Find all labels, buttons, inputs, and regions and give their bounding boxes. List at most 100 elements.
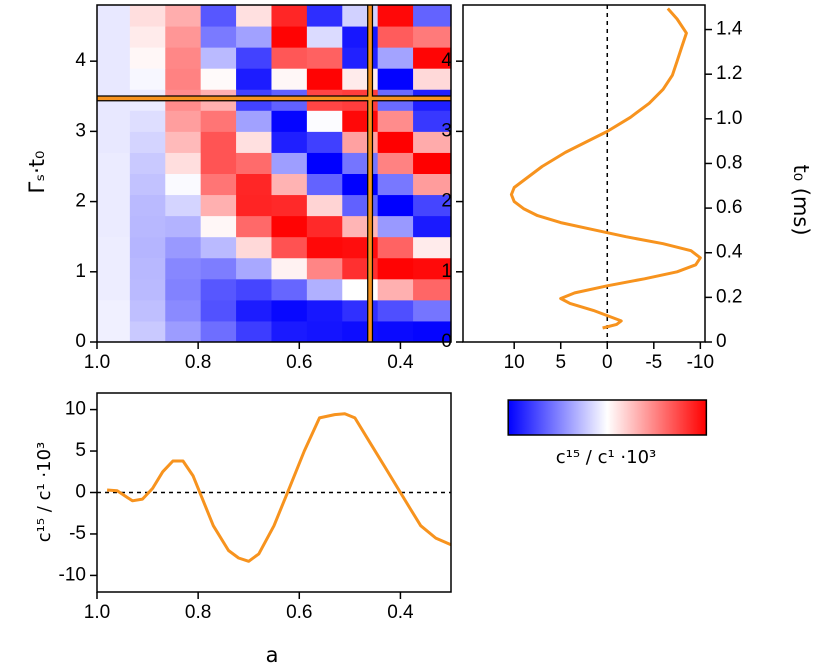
heatmap-cell <box>129 194 166 217</box>
heatmap-cell <box>129 278 166 301</box>
heatmap-cell <box>129 68 166 90</box>
heatmap-cell <box>413 68 452 90</box>
heatmap-cell <box>200 194 237 217</box>
x-tick-label: 0.6 <box>286 602 312 623</box>
heatmap-cell <box>271 110 308 132</box>
heatmap-cell <box>129 5 166 27</box>
heatmap-cell <box>97 215 131 238</box>
y-tick-label: 5 <box>75 440 86 461</box>
heatmap-cell <box>129 131 166 153</box>
heatmap-cell <box>129 110 166 132</box>
y-tick-label: 0.4 <box>716 242 743 263</box>
heatmap-cell <box>200 47 237 69</box>
x-tick-label: 0.8 <box>185 602 211 623</box>
y-tick-label: 0 <box>441 331 452 352</box>
heatmap-cell <box>271 194 308 217</box>
y-tick-label: 1.2 <box>716 63 742 84</box>
heatmap-cell <box>271 299 308 322</box>
heatmap-cell <box>377 278 414 301</box>
heatmap-cell <box>236 173 272 196</box>
y-tick-label: 2 <box>75 191 86 212</box>
heatmap-cell <box>200 278 237 301</box>
heatmap-cell <box>165 131 202 153</box>
x-tick-label: 0.6 <box>286 352 312 373</box>
heatmap-cell <box>165 299 202 322</box>
plot-frame <box>96 4 452 343</box>
heatmap-cell <box>129 320 166 343</box>
data-line <box>509 7 702 330</box>
heatmap-cell <box>97 152 131 174</box>
x-tick-label: 0.8 <box>185 352 211 373</box>
heatmap-cell <box>271 257 308 280</box>
x-tick-label: 0.4 <box>387 602 414 623</box>
heatmap-cell <box>306 5 343 27</box>
heatmap-cell <box>413 110 452 132</box>
heatmap-cell <box>200 215 237 238</box>
heatmap-cell <box>413 26 452 48</box>
heatmap-cell <box>413 257 452 280</box>
heatmap-cell <box>97 131 131 153</box>
heatmap-cell <box>377 131 414 153</box>
heatmap-cell <box>200 68 237 90</box>
heatmap-cell <box>377 194 414 217</box>
heatmap-cell <box>306 320 343 343</box>
x-tick-label: 1.0 <box>84 602 110 623</box>
heatmap-cell <box>236 47 272 69</box>
heatmap-cell <box>165 110 202 132</box>
heatmap-cell <box>271 26 308 48</box>
heatmap-cell <box>200 152 237 174</box>
y-tick-label: 3 <box>75 120 86 141</box>
heatmap-cell <box>306 152 343 174</box>
heatmap-cell <box>377 257 414 280</box>
heatmap-cell <box>129 236 166 259</box>
heatmap-cell <box>306 215 343 238</box>
y-tick-label: 2 <box>441 191 452 212</box>
heatmap-cell <box>97 320 131 343</box>
heatmap-cell <box>200 110 237 132</box>
heatmap-cell <box>271 152 308 174</box>
x-tick-label: 5 <box>555 352 566 373</box>
heatmap-cell <box>413 215 452 238</box>
heatmap-cell <box>236 320 272 343</box>
heatmap-cell <box>271 236 308 259</box>
heatmap-cell <box>97 173 131 196</box>
heatmap-cell <box>413 47 452 69</box>
y-tick-label: 0 <box>75 331 86 352</box>
heatmap-cell <box>200 236 237 259</box>
heatmap-cell <box>271 215 308 238</box>
heatmap-cell <box>236 194 272 217</box>
x-tick-label: 0 <box>602 352 613 373</box>
heatmap-cell <box>165 173 202 196</box>
y-axis-label: Γₛ·t₀ <box>25 151 49 194</box>
heatmap-cell <box>236 5 272 27</box>
heatmap-cell <box>200 257 237 280</box>
heatmap-cell <box>377 47 414 69</box>
y2-axis-label: t₀ (ms) <box>789 164 813 235</box>
heatmap-cell <box>200 299 237 322</box>
heatmap-cell <box>377 152 414 174</box>
heatmap-cell <box>413 173 452 196</box>
heatmap-cell <box>271 47 308 69</box>
heatmap-cell <box>165 320 202 343</box>
heatmap-cell <box>271 131 308 153</box>
x-tick-label: -5 <box>645 352 662 373</box>
heatmap-cell <box>165 68 202 90</box>
heatmap-cell <box>129 215 166 238</box>
y-tick-label: 0.2 <box>716 286 742 307</box>
heatmap-cell <box>377 173 414 196</box>
colorbar <box>507 399 708 436</box>
y-tick-label: 3 <box>441 120 452 141</box>
heatmap-cell <box>271 320 308 343</box>
heatmap-cell <box>413 278 452 301</box>
heatmap-cell <box>165 278 202 301</box>
y-tick-label: 0 <box>75 482 86 503</box>
heatmap-cell <box>413 236 452 259</box>
heatmap-cell <box>271 173 308 196</box>
heatmap-cell <box>377 236 414 259</box>
heatmap-cell <box>271 278 308 301</box>
heatmap-cell <box>236 26 272 48</box>
heatmap-cell <box>129 257 166 280</box>
heatmap-cell <box>129 152 166 174</box>
heatmap-cell <box>306 299 343 322</box>
heatmap-cell <box>413 194 452 217</box>
